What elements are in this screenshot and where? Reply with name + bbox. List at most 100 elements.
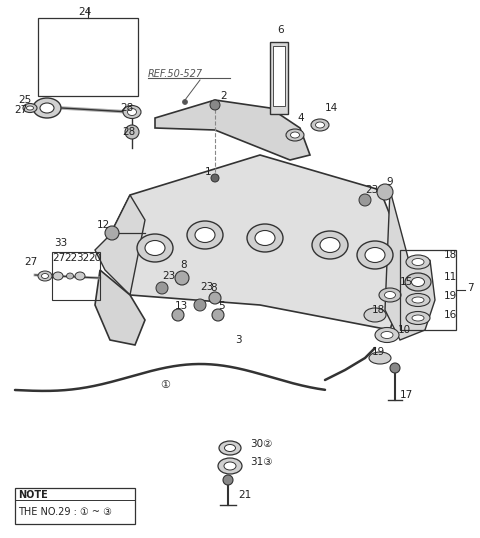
Text: 6: 6	[277, 25, 284, 35]
Text: NOTE: NOTE	[18, 490, 48, 500]
Text: 27: 27	[24, 257, 37, 267]
Circle shape	[212, 309, 224, 321]
Bar	[15, 488, 135, 524]
Ellipse shape	[41, 273, 48, 279]
Ellipse shape	[412, 297, 424, 303]
Polygon shape	[95, 195, 145, 295]
Text: 14: 14	[325, 103, 338, 113]
Ellipse shape	[411, 278, 424, 287]
Text: 23: 23	[200, 282, 213, 292]
Circle shape	[377, 184, 393, 200]
Ellipse shape	[412, 315, 424, 321]
Ellipse shape	[187, 221, 223, 249]
Text: 33: 33	[54, 238, 67, 248]
Circle shape	[175, 271, 189, 285]
Ellipse shape	[247, 224, 283, 252]
Ellipse shape	[23, 103, 37, 112]
Text: 28: 28	[122, 127, 135, 137]
Text: 18: 18	[444, 250, 457, 260]
Text: 8: 8	[180, 260, 187, 270]
Ellipse shape	[311, 119, 329, 131]
Text: 15: 15	[400, 277, 413, 287]
Ellipse shape	[320, 237, 340, 252]
Text: 12: 12	[97, 220, 110, 230]
Ellipse shape	[375, 328, 399, 343]
Ellipse shape	[384, 292, 396, 299]
Ellipse shape	[406, 294, 430, 307]
Ellipse shape	[219, 441, 241, 455]
Circle shape	[105, 226, 119, 240]
Ellipse shape	[286, 129, 304, 141]
Text: THE NO.29 : ① ~ ③: THE NO.29 : ① ~ ③	[18, 507, 112, 517]
Text: 28: 28	[120, 103, 133, 113]
Text: 30②: 30②	[250, 439, 272, 449]
Polygon shape	[110, 155, 410, 330]
Text: 13: 13	[175, 301, 188, 311]
Text: 32: 32	[76, 253, 89, 263]
Ellipse shape	[381, 331, 393, 338]
Text: 11: 11	[444, 272, 457, 282]
Ellipse shape	[369, 352, 391, 364]
Text: 17: 17	[400, 390, 413, 400]
Circle shape	[223, 475, 233, 485]
Text: 23: 23	[162, 271, 175, 281]
Circle shape	[210, 100, 220, 110]
Text: 19: 19	[444, 291, 457, 301]
Bar	[400, 250, 456, 330]
Circle shape	[359, 194, 371, 206]
Polygon shape	[385, 190, 435, 340]
Bar	[52, 252, 100, 300]
Text: 1: 1	[205, 167, 212, 177]
Text: 22: 22	[64, 253, 77, 263]
Text: 18: 18	[372, 305, 385, 315]
Ellipse shape	[218, 458, 242, 474]
Ellipse shape	[145, 240, 165, 256]
Text: 27: 27	[52, 253, 65, 263]
Text: 5: 5	[218, 301, 225, 311]
Ellipse shape	[26, 106, 34, 110]
Circle shape	[125, 125, 139, 139]
Text: 7: 7	[467, 283, 474, 293]
Ellipse shape	[365, 247, 385, 263]
Ellipse shape	[67, 273, 73, 279]
Text: 3: 3	[235, 335, 241, 345]
Bar	[273, 46, 285, 106]
Ellipse shape	[40, 103, 54, 113]
Circle shape	[172, 309, 184, 321]
Circle shape	[156, 282, 168, 294]
Ellipse shape	[38, 271, 52, 281]
Ellipse shape	[312, 231, 348, 259]
Ellipse shape	[137, 234, 173, 262]
Text: 21: 21	[238, 490, 251, 500]
Ellipse shape	[75, 272, 85, 280]
Text: 23: 23	[365, 185, 378, 195]
Ellipse shape	[412, 258, 424, 265]
Text: 27: 27	[14, 105, 27, 115]
Ellipse shape	[53, 272, 63, 280]
Bar	[38, 18, 138, 96]
Ellipse shape	[364, 308, 386, 322]
Bar	[270, 42, 288, 114]
Ellipse shape	[128, 109, 136, 116]
Ellipse shape	[255, 230, 275, 245]
Circle shape	[209, 292, 221, 304]
Ellipse shape	[224, 462, 236, 470]
Text: 10: 10	[398, 325, 411, 335]
Text: ①: ①	[160, 380, 170, 390]
Ellipse shape	[406, 255, 430, 269]
Text: 8: 8	[210, 283, 216, 293]
Ellipse shape	[379, 288, 401, 302]
Ellipse shape	[123, 105, 141, 118]
Text: 20: 20	[88, 253, 101, 263]
Text: 2: 2	[220, 91, 227, 101]
Ellipse shape	[33, 98, 61, 118]
Ellipse shape	[405, 273, 431, 291]
Text: 24: 24	[78, 7, 92, 17]
Text: 4: 4	[297, 113, 304, 123]
Text: 19: 19	[372, 347, 385, 357]
Ellipse shape	[195, 228, 215, 243]
Ellipse shape	[357, 241, 393, 269]
Text: 25: 25	[18, 95, 31, 105]
Polygon shape	[155, 100, 310, 160]
Ellipse shape	[406, 312, 430, 324]
